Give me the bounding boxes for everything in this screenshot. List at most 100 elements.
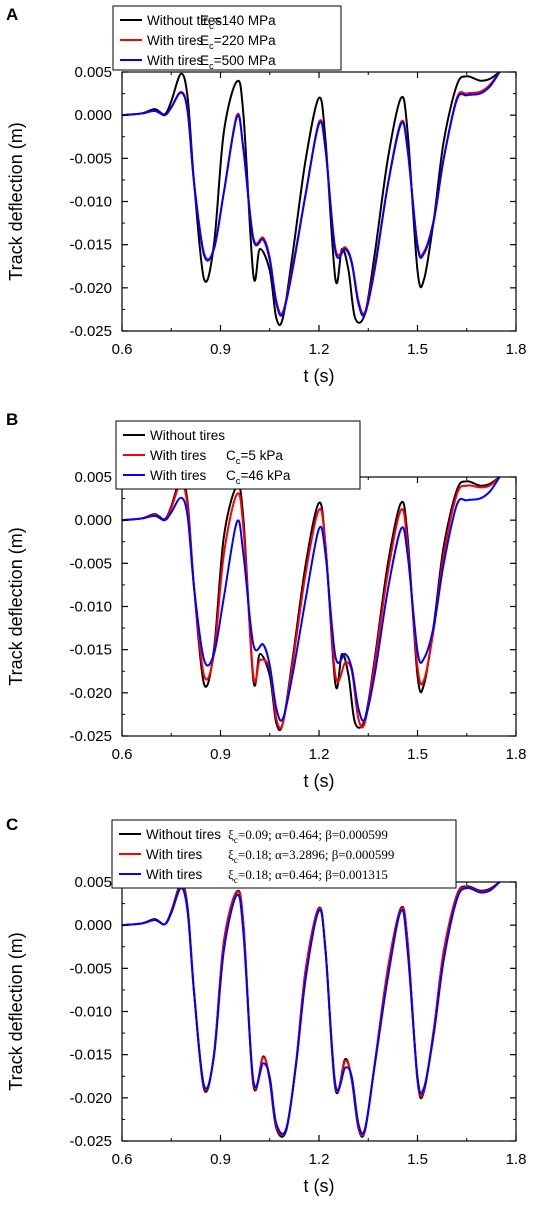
y-tick-label: 0.000 [74, 512, 112, 529]
x-tick-label: 0.6 [112, 341, 133, 358]
panel-a-chart: A 0.005 0.000 -0.005 -0.010 -0.015 -0.020 -0.02… [6, 5, 527, 386]
legend: Without tires ξc=0.09; α=0.464; β=0.00059… [111, 819, 457, 889]
legend-value: =5 kPa [241, 448, 284, 463]
y-tick-label: -0.015 [69, 642, 112, 659]
legend-subscript: c [236, 476, 241, 487]
x-tick-label: 1.2 [309, 746, 330, 763]
series-group [122, 71, 501, 327]
x-tick-label: 1.8 [506, 341, 527, 358]
y-axis-title: Track deflection (m) [6, 932, 26, 1090]
legend-parameter: ξc=0.18; α=0.464; β=0.001315 [228, 867, 388, 886]
y-tick-label: -0.020 [69, 1090, 112, 1107]
y-axis-title: Track deflection (m) [6, 527, 26, 685]
legend-box [115, 420, 361, 490]
y-tick-label: 0.005 [74, 874, 112, 891]
series-group [122, 476, 501, 732]
y-tick-label: -0.025 [69, 1133, 112, 1150]
y-tick-label: -0.020 [69, 685, 112, 702]
legend-subscript: c [209, 21, 214, 32]
y-tick-label: 0.005 [74, 64, 112, 81]
legend-parameter: Ec=140 MPa [200, 13, 276, 32]
y-tick-label: -0.005 [69, 555, 112, 572]
legend-value: =140 MPa [214, 13, 276, 28]
legend-value: =500 MPa [214, 53, 276, 68]
legend-symbol: C [226, 448, 236, 463]
series-line-without-tires [122, 71, 501, 327]
legend-parameter: ξc=0.18; α=3.2896; β=0.000599 [228, 847, 394, 866]
plot-frame [121, 71, 517, 332]
legend-label: With tires [147, 53, 204, 68]
x-tick-label: 1.2 [309, 1151, 330, 1168]
x-tick-label: 1.5 [407, 1151, 428, 1168]
x-tick-label: 0.9 [210, 341, 231, 358]
x-tick-label: 0.6 [112, 746, 133, 763]
legend-subscript: c [234, 876, 238, 886]
panel-c-chart: C 0.005 0.000 -0.005 -0.010 -0.015 -0.020 -0.02… [6, 815, 527, 1196]
series-line-without-tires [122, 476, 501, 732]
series-line-with-tires-1 [122, 881, 501, 1137]
legend-value: =0.18; α=3.2896; β=0.000599 [238, 847, 394, 862]
y-tick-label: -0.025 [69, 728, 112, 745]
legend-label: With tires [147, 33, 204, 48]
x-axis-title: t (s) [304, 1176, 335, 1196]
legend-symbol: E [200, 53, 209, 68]
series-line-with-tires-2 [122, 71, 501, 317]
legend-label: Without tires [146, 827, 221, 842]
panel-letter: C [6, 815, 18, 834]
legend-symbol: C [226, 468, 236, 483]
legend-value: =0.18; α=0.464; β=0.001315 [238, 867, 388, 882]
series-group [122, 881, 501, 1138]
panel-letter: A [6, 5, 18, 24]
x-tick-label: 0.9 [210, 746, 231, 763]
legend-label: With tires [150, 448, 207, 463]
legend-symbol: E [200, 13, 209, 28]
legend-symbol: ξ [228, 867, 234, 882]
legend-value: =0.09; α=0.464; β=0.000599 [238, 827, 388, 842]
legend-parameter: Ec=220 MPa [200, 33, 276, 52]
legend-label: With tires [146, 867, 203, 882]
legend-label: Without tires [147, 13, 222, 28]
y-axis-title: Track deflection (m) [6, 122, 26, 280]
y-tick-label: 0.000 [74, 107, 112, 124]
legend-parameter: Cc=5 kPa [226, 448, 283, 467]
x-axis-title: t (s) [304, 366, 335, 386]
legend-symbol: ξ [228, 847, 234, 862]
legend-label: Without tires [150, 428, 225, 443]
y-tick-label: -0.010 [69, 1004, 112, 1021]
x-tick-label: 1.2 [309, 341, 330, 358]
legend-subscript: c [234, 856, 238, 866]
y-tick-label: 0.005 [74, 469, 112, 486]
legend-parameter: Cc=46 kPa [226, 468, 291, 487]
y-tick-label: -0.025 [69, 323, 112, 340]
legend-symbol: ξ [228, 827, 234, 842]
legend-label: With tires [150, 468, 207, 483]
y-tick-label: 0.000 [74, 917, 112, 934]
series-line-with-tires-2 [122, 476, 501, 722]
y-tick-label: -0.015 [69, 1047, 112, 1064]
x-tick-label: 0.9 [210, 1151, 231, 1168]
x-tick-label: 1.5 [407, 341, 428, 358]
x-tick-label: 1.5 [407, 746, 428, 763]
series-line-with-tires-1 [122, 476, 501, 730]
series-line-with-tires-1 [122, 71, 501, 315]
legend-box [111, 819, 457, 889]
legend-subscript: c [236, 456, 241, 467]
legend-subscript: c [209, 61, 214, 72]
y-tick-label: -0.015 [69, 237, 112, 254]
legend-parameter: Ec=500 MPa [200, 53, 276, 72]
x-tick-label: 1.8 [506, 746, 527, 763]
plot-frame [121, 476, 517, 737]
legend-box [112, 5, 342, 71]
legend-subscript: c [209, 41, 214, 52]
y-tick-label: -0.010 [69, 599, 112, 616]
legend-symbol: E [200, 33, 209, 48]
y-tick-label: -0.005 [69, 960, 112, 977]
x-tick-label: 1.8 [506, 1151, 527, 1168]
plot-frame [121, 881, 517, 1142]
x-tick-label: 0.6 [112, 1151, 133, 1168]
legend-subscript: c [234, 836, 238, 846]
series-line-without-tires [122, 881, 501, 1138]
legend-label: With tires [146, 847, 203, 862]
